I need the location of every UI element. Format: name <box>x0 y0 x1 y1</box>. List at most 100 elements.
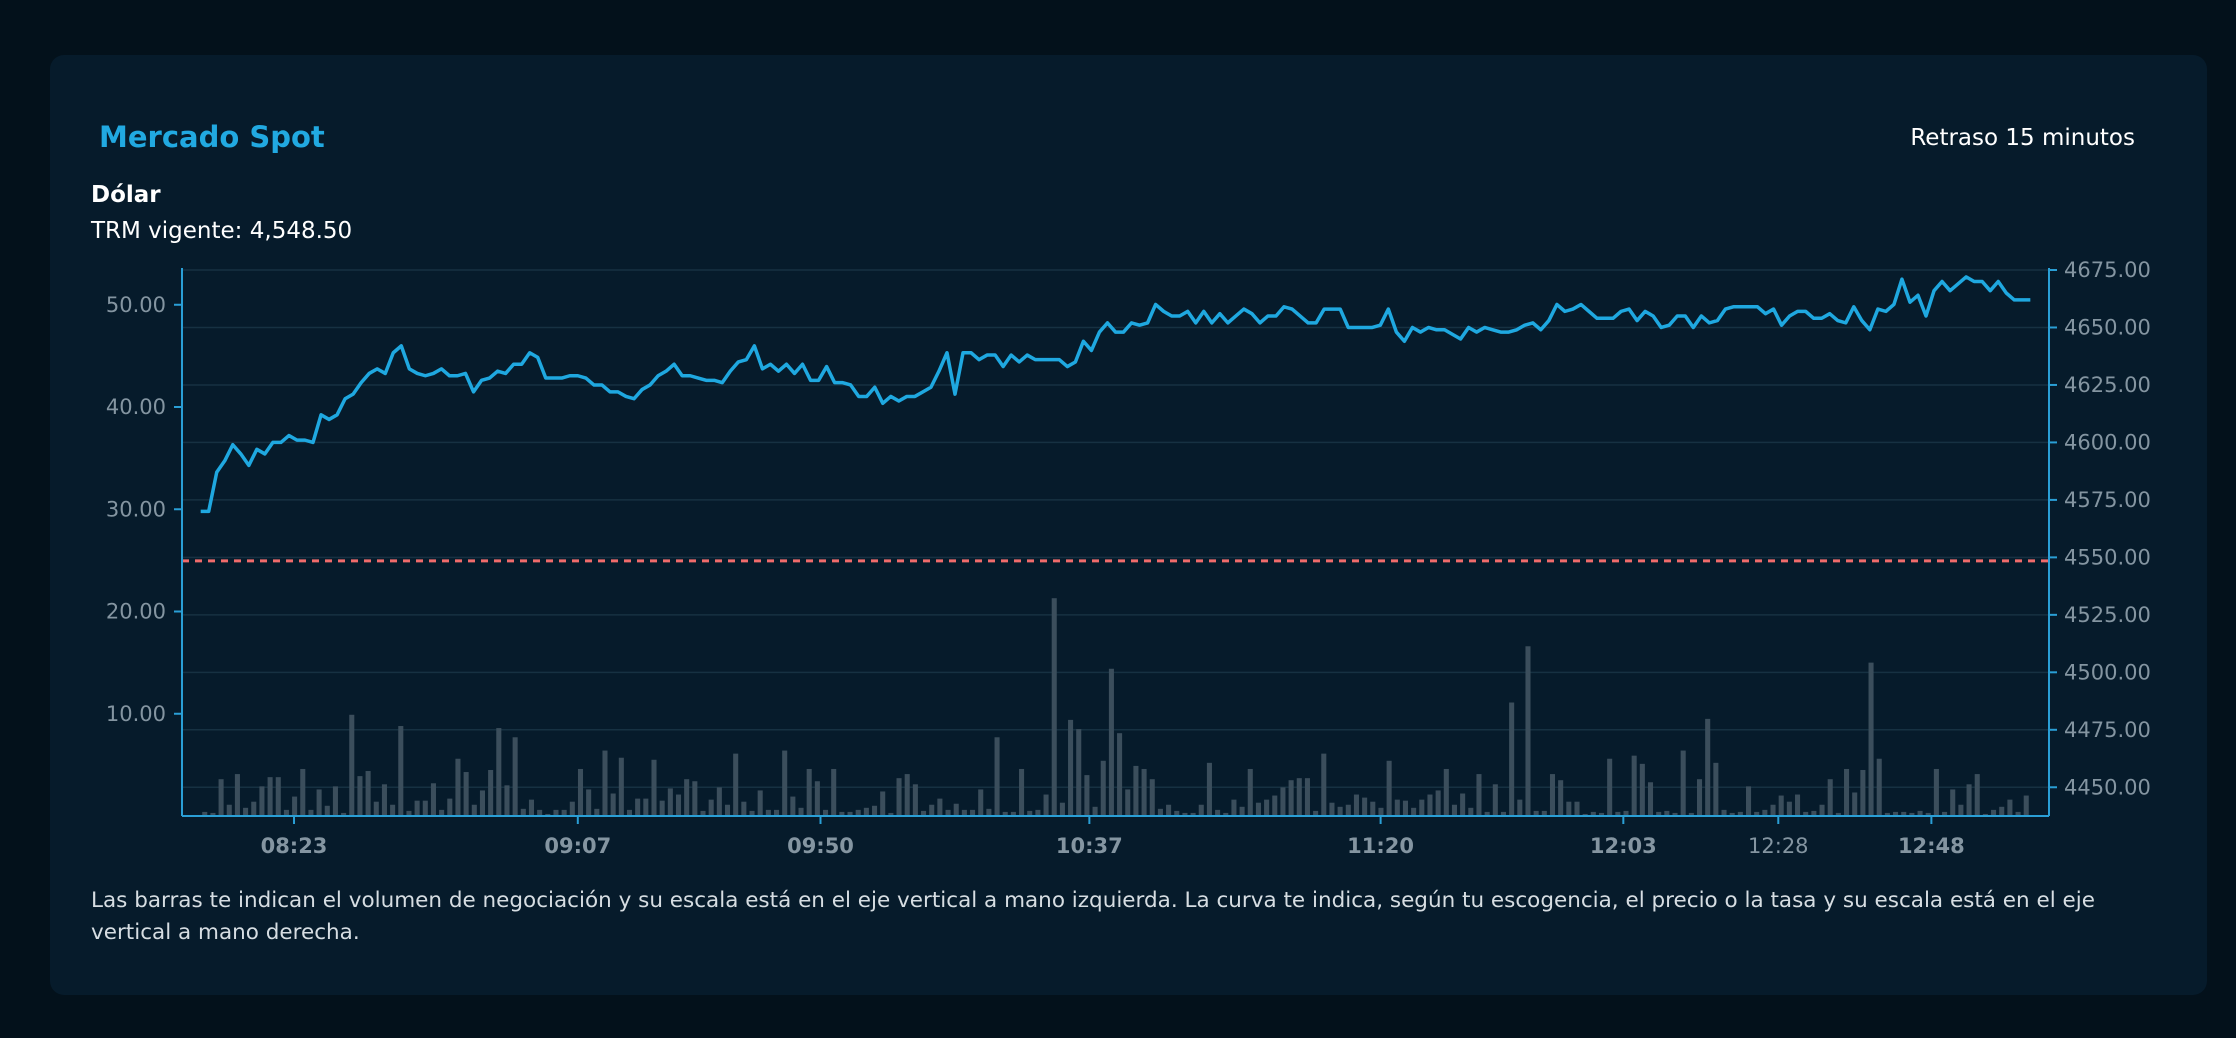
left-tick-label: 40.00 <box>106 395 166 419</box>
volume-bar <box>1950 789 1956 816</box>
volume-bar <box>1321 753 1327 816</box>
volume-bar <box>292 796 298 816</box>
volume-bar <box>978 789 984 816</box>
volume-bar <box>970 809 976 816</box>
volume-bar <box>1942 811 1948 816</box>
volume-bar <box>1852 792 1858 816</box>
volume-bar <box>251 801 257 816</box>
volume-bar <box>1092 806 1098 816</box>
volume-bar <box>577 768 584 816</box>
volume-bar <box>1166 804 1172 816</box>
volume-bar <box>2007 799 2013 816</box>
volume-bar <box>1680 750 1686 816</box>
volume-bar <box>1125 789 1131 816</box>
x-tick-label: 12:48 <box>1898 834 1965 858</box>
volume-bar <box>1353 794 1359 816</box>
left-tick-label: 10.00 <box>106 702 166 726</box>
volume-bar <box>1893 811 1899 816</box>
volume-bar <box>872 805 878 816</box>
volume-bar <box>782 750 788 816</box>
volume-bar <box>1868 662 1874 816</box>
volume-bar <box>831 768 837 816</box>
x-tick-label: 10:37 <box>1056 834 1123 858</box>
volume-bar <box>512 737 518 816</box>
volume-bar <box>594 808 600 816</box>
volume-bar <box>1288 780 1294 816</box>
trm-readout: TRM vigente: 4,548.50 <box>91 218 352 244</box>
right-tick-label: 4600.00 <box>2064 430 2151 454</box>
volume-bar <box>814 781 820 816</box>
volume-bar <box>1549 774 1556 816</box>
volume-bar <box>283 809 289 816</box>
volume-bar <box>479 790 485 816</box>
volume-bar <box>569 801 575 816</box>
chart-footnote: Las barras te indican el volumen de nego… <box>91 888 2095 945</box>
volume-bar <box>1190 812 1196 816</box>
tick-labels: 10.00 20.00 30.00 40.00 50.00 4450.00 4475.00 4… <box>106 258 2151 858</box>
volume-bar <box>773 809 780 816</box>
volume-bar <box>341 812 347 816</box>
volume-bar <box>1133 765 1139 816</box>
volume-bar <box>602 750 608 816</box>
right-tick-label: 4525.00 <box>2064 603 2151 627</box>
volume-bar <box>749 810 755 816</box>
volume-bar <box>659 800 665 816</box>
right-tick-label: 4550.00 <box>2064 545 2151 569</box>
volume-bar <box>1925 812 1931 816</box>
volume-bar <box>733 753 739 816</box>
volume-bar <box>896 778 902 816</box>
volume-bar <box>463 772 469 816</box>
volume-bar <box>316 789 322 816</box>
volume-bar <box>1468 807 1474 816</box>
volume-bar <box>1370 801 1376 816</box>
volume-bar <box>700 810 706 816</box>
volume-bar <box>1419 799 1425 816</box>
volume-bar <box>1631 755 1637 816</box>
volume-bar <box>953 803 959 816</box>
volume-bar <box>439 809 445 816</box>
volume-bar <box>1615 811 1621 816</box>
volume-bar <box>1059 802 1065 816</box>
volume-bar <box>798 807 804 816</box>
volume-bar <box>1713 762 1719 816</box>
volume-bar <box>496 728 502 816</box>
volume-bar <box>912 784 918 816</box>
volume-bar <box>1525 646 1531 816</box>
volume-bar <box>259 786 265 816</box>
volume-bar <box>1705 718 1711 816</box>
volume-bar <box>1206 762 1212 816</box>
volume-bar <box>1304 778 1310 816</box>
volume-bar <box>1509 702 1515 816</box>
volume-bar <box>308 809 314 816</box>
volume-bar <box>1117 733 1123 816</box>
volume-bar <box>1860 769 1866 816</box>
volume-bar <box>937 798 943 816</box>
volume-bar <box>765 809 771 816</box>
volume-bar <box>888 812 894 816</box>
volume-bar <box>1795 794 1801 816</box>
volume-bar <box>357 776 363 816</box>
right-tick-label: 4675.00 <box>2064 258 2151 282</box>
volume-bar <box>1770 804 1776 816</box>
price-line-group <box>200 275 2031 514</box>
volume-bar <box>1149 779 1155 816</box>
volume-bar <box>1402 800 1408 816</box>
volume-bar <box>1223 812 1229 816</box>
price-line <box>200 275 2031 514</box>
volume-bar <box>234 774 240 816</box>
volume-bar <box>1068 719 1074 816</box>
volume-bar <box>1656 811 1662 816</box>
volume-bar <box>1411 807 1417 816</box>
volume-bar <box>414 800 420 816</box>
volume-bar <box>1313 810 1319 816</box>
volume-bar <box>1451 804 1458 816</box>
volume-bar <box>839 811 845 816</box>
volume-bar <box>226 804 232 816</box>
volume-bar <box>986 808 992 816</box>
volume-bar <box>945 809 951 816</box>
volume-bar <box>961 809 967 816</box>
volume-bar <box>1982 813 1988 816</box>
volume-bar <box>1917 810 1923 816</box>
volume-bar <box>1909 812 1915 816</box>
